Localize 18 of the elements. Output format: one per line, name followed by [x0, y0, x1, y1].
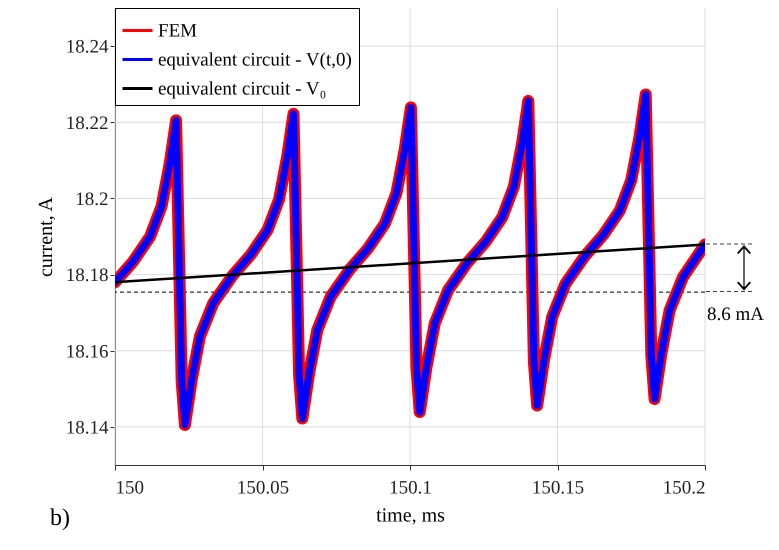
x-tick-label: 150	[116, 478, 144, 498]
annotation: 8.6 mA	[707, 304, 764, 326]
x-tick-label: 150.1	[389, 478, 432, 498]
y-axis-title: current, A	[34, 196, 57, 277]
y-tick-label: 18.18	[66, 265, 108, 286]
y-tick-label: 18.22	[66, 112, 108, 134]
x-tick-label: 150.05	[236, 478, 290, 498]
x-axis-title: time, ms	[376, 504, 446, 526]
legend-label: equivalent circuit - V(t,0)	[158, 50, 352, 70]
y-tick-label: 18.14	[66, 417, 109, 438]
legend-label: equivalent circuit - V₀	[158, 78, 326, 100]
legend-label: FEM	[158, 20, 198, 42]
y-tick-label: 18.2	[75, 188, 108, 210]
x-tick-label: 150.15	[532, 478, 584, 498]
x-tick-label: 150.2	[662, 478, 706, 498]
y-tick-label: 18.16	[66, 341, 108, 362]
y-tick-label: 18.24	[66, 36, 109, 58]
text: b)	[50, 505, 70, 532]
